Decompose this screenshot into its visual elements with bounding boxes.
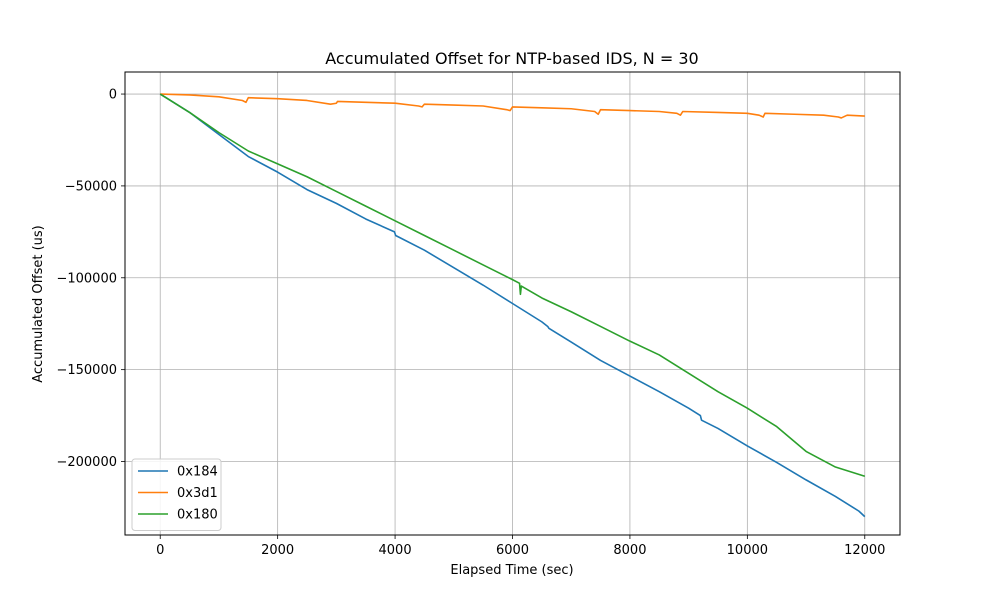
x-tick-label: 6000 — [496, 543, 529, 558]
x-axis-title: Elapsed Time (sec) — [450, 563, 573, 578]
y-tick-label: −50000 — [65, 179, 117, 194]
y-axis-title: Accumulated Offset (us) — [31, 225, 46, 383]
x-tick-label: 0 — [156, 543, 164, 558]
x-tick-label: 2000 — [261, 543, 294, 558]
legend-label-0x180: 0x180 — [177, 508, 218, 523]
x-tick-label: 10000 — [727, 543, 768, 558]
series-line-0x184 — [159, 93, 866, 518]
series-line-0x3d1 — [160, 93, 865, 119]
grid — [125, 72, 900, 535]
y-tick-label: −200000 — [56, 455, 117, 470]
series-line-0x180 — [159, 93, 866, 477]
axis-ticks: 0 2000 4000 6000 8000 10000 12000 0 −50000 −10000… — [56, 88, 885, 558]
y-tick-label: −150000 — [56, 363, 117, 378]
legend-label-0x184: 0x184 — [177, 465, 218, 480]
legend-box — [131, 458, 222, 531]
x-tick-label: 8000 — [613, 543, 646, 558]
y-tick-label: −100000 — [56, 271, 117, 286]
y-tick-label: 0 — [109, 88, 117, 103]
chart-title: Accumulated Offset for NTP-based IDS, N … — [325, 49, 698, 68]
legend-label-0x3d1: 0x3d1 — [177, 486, 218, 501]
legend: 0x184 0x3d1 0x180 — [131, 458, 222, 531]
series-lines — [159, 93, 866, 518]
x-tick-label: 12000 — [844, 543, 885, 558]
x-tick-label: 4000 — [379, 543, 412, 558]
